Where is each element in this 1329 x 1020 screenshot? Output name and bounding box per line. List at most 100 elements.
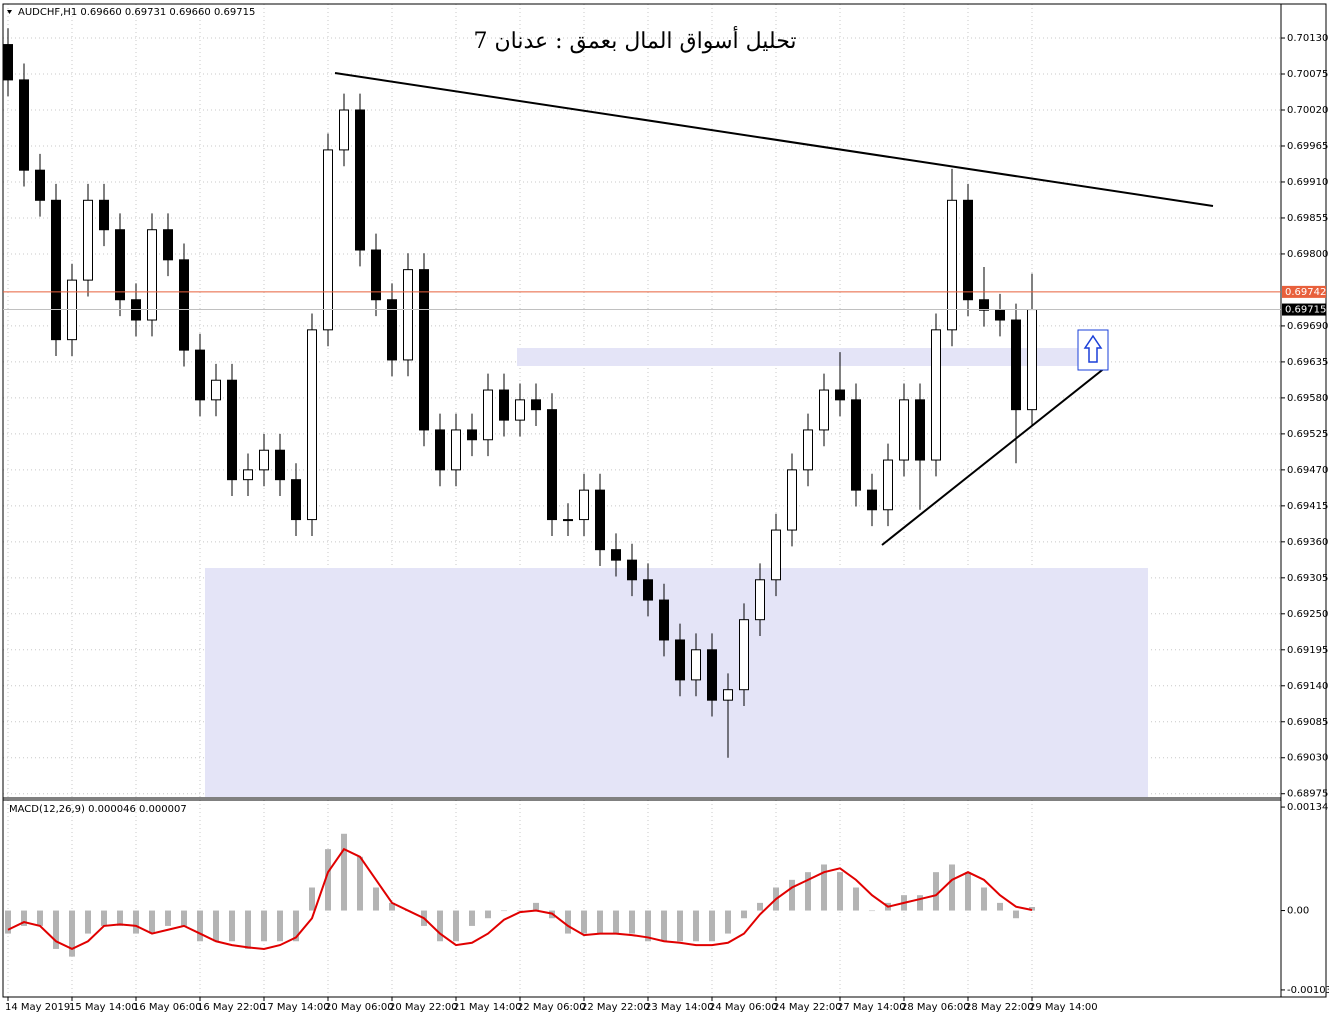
candle-body [451, 429, 461, 471]
candle-body [947, 199, 957, 331]
macd-bar [229, 910, 235, 942]
candle-body [115, 229, 125, 301]
candle-body [291, 479, 301, 521]
candle-body [259, 449, 269, 471]
macd-bar [165, 910, 171, 926]
macd-bar [981, 887, 987, 911]
candle-body [819, 389, 829, 431]
macd-bar [373, 887, 379, 911]
candle-body [707, 649, 717, 701]
macd-bar [453, 910, 459, 942]
x-tick-label: 27 May 14:00 [837, 1002, 906, 1013]
candle-body [1011, 319, 1021, 411]
y-tick-label: 0.69470 [1287, 465, 1328, 476]
candle-body [467, 429, 477, 441]
price-level-label: 0.69742 [1285, 287, 1326, 298]
candle-body [163, 229, 173, 261]
macd-bar [197, 910, 203, 942]
x-tick-label: 28 May 06:00 [901, 1002, 970, 1013]
candle-body [275, 449, 285, 481]
candle-body [387, 299, 397, 361]
macd-bar [629, 910, 635, 934]
x-tick-label: 24 May 06:00 [709, 1002, 778, 1013]
candle-body [851, 399, 861, 491]
x-tick-label: 16 May 06:00 [133, 1002, 202, 1013]
macd-bar [997, 902, 1003, 911]
macd-bar [741, 910, 747, 919]
macd-bar [597, 910, 603, 934]
macd-bar [677, 910, 683, 942]
macd-bar [21, 910, 27, 926]
macd-bar [757, 902, 763, 911]
y-tick-label: 0.69580 [1287, 393, 1328, 404]
macd-bar [613, 910, 619, 934]
macd-bar [357, 856, 363, 911]
candle-body [931, 329, 941, 461]
y-tick-label: 0.69525 [1287, 429, 1328, 440]
candle-body [83, 199, 93, 281]
candle-body [499, 389, 509, 421]
candle-body [147, 229, 157, 321]
dropdown-icon[interactable] [7, 10, 12, 14]
candle-body [419, 269, 429, 431]
candle-body [563, 519, 573, 522]
macd-bar [309, 887, 315, 911]
candle-body [243, 469, 253, 481]
supply-zone [517, 348, 1107, 366]
y-tick-label: 0.69140 [1287, 681, 1328, 692]
candle-body [3, 44, 13, 81]
candle-body [531, 399, 541, 411]
macd-bar [469, 910, 475, 926]
macd-bar [661, 910, 667, 942]
candle-body [211, 379, 221, 401]
macd-bar [917, 895, 923, 911]
candle-body [963, 199, 973, 301]
macd-bar [805, 872, 811, 911]
candle-body [579, 489, 589, 521]
candle-body [483, 389, 493, 441]
bid-tag [1282, 303, 1326, 316]
candle-body [355, 109, 365, 251]
frame [2, 3, 1327, 998]
candle-body [979, 299, 989, 311]
y-tick-label: 0.69635 [1287, 357, 1328, 368]
candle-body [771, 529, 781, 581]
candle-body [627, 559, 637, 581]
candle-body [51, 199, 61, 341]
macd-bar [293, 910, 299, 942]
macd-label: MACD(12,26,9) 0.000046 0.000007 [9, 804, 187, 815]
signal-line [7, 847, 1033, 951]
y-tick-label: 0.69965 [1287, 141, 1328, 152]
x-tick-label: 17 May 14:00 [261, 1002, 330, 1013]
y-tick-label: 0.69305 [1287, 573, 1328, 584]
candle-body [995, 309, 1005, 321]
macd-bar [933, 872, 939, 911]
macd-bar [949, 864, 955, 911]
candle-body [739, 619, 749, 691]
x-tick-label: 16 May 22:00 [197, 1002, 266, 1013]
macd-bar [5, 910, 11, 934]
macd-bar [533, 902, 539, 911]
macd-bar [133, 910, 139, 934]
candle-body [803, 429, 813, 471]
y-tick-label: 0.69195 [1287, 645, 1328, 656]
candle-body [611, 549, 621, 561]
y-tick-label: 0.00 [1287, 906, 1309, 917]
x-tick-label: 20 May 06:00 [325, 1002, 394, 1013]
x-tick-label: 22 May 06:00 [517, 1002, 586, 1013]
macd-bar [389, 902, 395, 911]
candle-body [371, 249, 381, 301]
candle-body [435, 429, 445, 471]
macd-bar [565, 910, 571, 934]
y-tick-label: 0.001348 [1287, 802, 1329, 813]
macd-bar [965, 872, 971, 911]
bid-label: 0.69715 [1285, 305, 1326, 316]
y-tick-label: 0.68975 [1287, 789, 1328, 800]
trend-line [334, 72, 1214, 207]
macd-bar [1013, 910, 1019, 919]
y-tick-label: 0.69690 [1287, 321, 1328, 332]
candle-body [99, 199, 109, 231]
macd-bar [693, 910, 699, 942]
